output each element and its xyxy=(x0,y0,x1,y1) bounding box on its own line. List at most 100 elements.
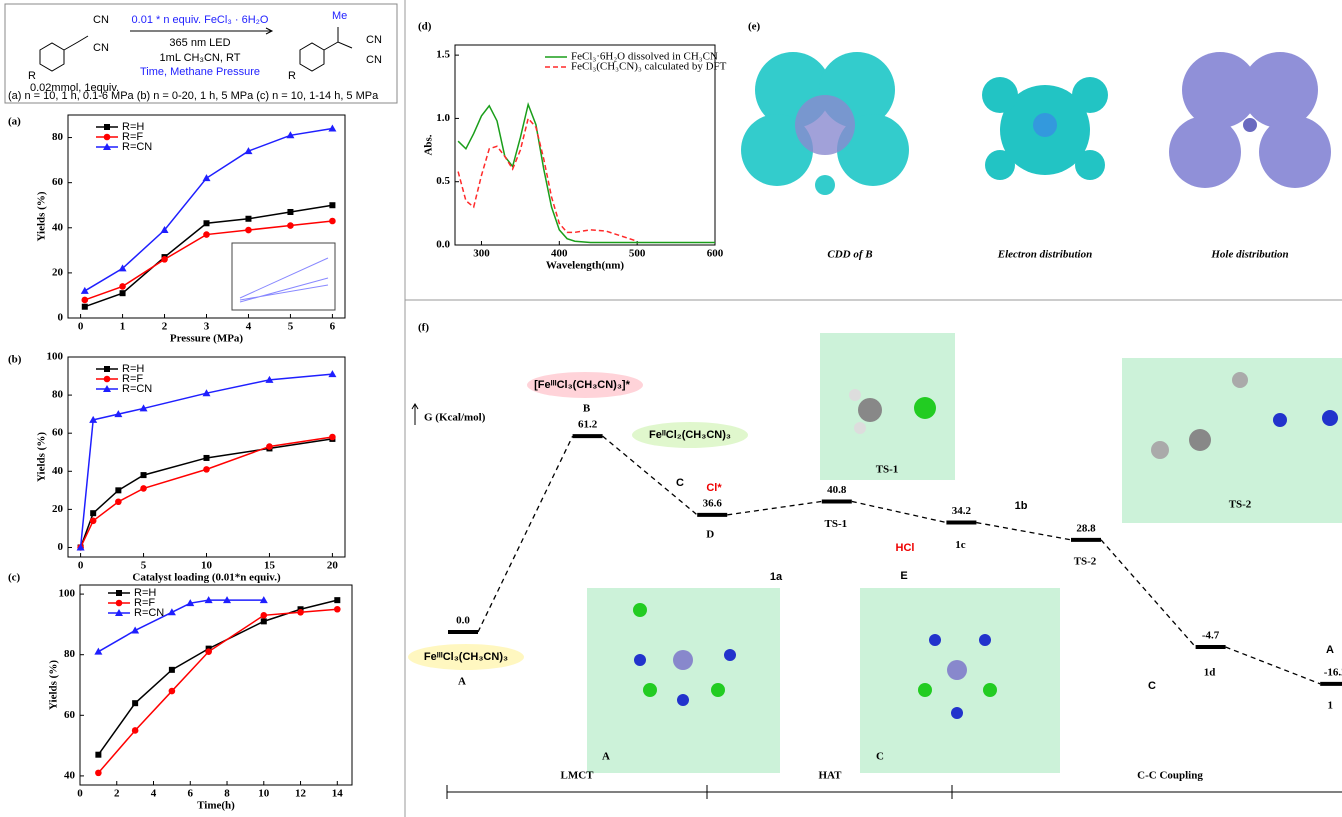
y-tick-label: 60 xyxy=(52,176,64,188)
x-tick-label: 0 xyxy=(78,560,84,572)
y-tick-label: 100 xyxy=(59,588,76,600)
x-tick-label: 6 xyxy=(188,788,194,800)
species-label: C xyxy=(676,477,684,489)
legend-label: R=CN xyxy=(122,383,152,395)
marker xyxy=(90,510,96,516)
x-tick-label: 10 xyxy=(201,560,213,572)
marker xyxy=(205,648,212,655)
structure-box xyxy=(587,588,780,773)
figure: CN CN R 0.01 * n equiv. FeCl₃ · 6H₂O 365… xyxy=(0,0,1342,817)
x-tick-label: 400 xyxy=(551,248,568,260)
species-label: FeᴵᴵᴵCl₃(CH₃CN)₃ xyxy=(424,651,508,663)
y-tick-label: 80 xyxy=(52,389,64,401)
marker xyxy=(169,667,175,673)
energy-value: -4.7 xyxy=(1202,630,1220,642)
x-axis-label: Time(h) xyxy=(197,800,235,812)
panel-label: (f) xyxy=(418,322,429,334)
level-label: A xyxy=(458,676,466,688)
legend-marker xyxy=(104,124,110,130)
y-axis-label: Yields (%) xyxy=(36,432,48,482)
marker xyxy=(334,597,340,603)
panel-label: (b) xyxy=(8,354,22,366)
marker xyxy=(90,518,97,525)
marker xyxy=(95,770,102,777)
phase-label: LMCT xyxy=(561,770,595,782)
marker xyxy=(132,700,138,706)
level-label: B xyxy=(583,403,591,415)
x-tick-label: 4 xyxy=(246,321,252,333)
species-label: 1b xyxy=(1015,500,1028,512)
legend-marker xyxy=(104,376,111,383)
y-tick-label: 80 xyxy=(64,648,76,660)
y-tick-label: 0 xyxy=(58,541,64,553)
marker xyxy=(245,216,251,222)
group-label: CN xyxy=(93,42,109,54)
x-axis-label: Catalyst loading (0.01*n equiv.) xyxy=(132,572,281,584)
marker xyxy=(132,727,139,734)
legend-label: FeCl₃(CH₃CN)₃ calculated by DFT xyxy=(571,61,727,73)
marker xyxy=(81,287,89,294)
marker xyxy=(94,648,102,655)
series-line xyxy=(458,118,637,241)
x-tick-label: 3 xyxy=(204,321,210,333)
orbital-caption: Electron distribution xyxy=(997,249,1092,261)
y-tick-label: 40 xyxy=(52,221,64,233)
condition: 1mL CH₃CN, RT xyxy=(160,52,241,64)
reactant-structure xyxy=(40,36,88,71)
marker xyxy=(266,443,273,450)
series-line xyxy=(98,600,263,652)
marker xyxy=(203,231,210,238)
marker xyxy=(328,125,336,132)
panel-label: (e) xyxy=(748,21,761,33)
marker xyxy=(329,202,335,208)
series-line xyxy=(98,609,337,773)
marker xyxy=(297,609,304,616)
marker xyxy=(287,222,294,229)
marker xyxy=(95,752,101,758)
marker xyxy=(329,218,336,225)
species-label: Cl* xyxy=(706,482,722,494)
x-axis-label: Pressure (MPa) xyxy=(170,333,244,345)
species-label: C xyxy=(1148,680,1156,692)
condition: 365 nm LED xyxy=(169,37,230,49)
marker xyxy=(81,297,88,304)
plot-frame xyxy=(455,45,715,245)
connector xyxy=(1226,647,1321,684)
phase-label: HAT xyxy=(818,770,842,782)
structure-label: C xyxy=(876,751,884,763)
orbital-caption: Hole distribution xyxy=(1210,249,1288,261)
legend-marker xyxy=(104,134,111,141)
y-tick-label: 80 xyxy=(52,131,64,143)
panel-label: (a) xyxy=(8,116,21,128)
marker xyxy=(203,174,211,181)
group-label: R xyxy=(28,70,36,82)
x-tick-label: 8 xyxy=(224,788,230,800)
marker xyxy=(115,487,121,493)
marker xyxy=(204,220,210,226)
marker xyxy=(82,304,88,310)
y-tick-label: 20 xyxy=(52,503,64,515)
marker xyxy=(245,227,252,234)
x-tick-label: 20 xyxy=(327,560,339,572)
marker xyxy=(119,283,126,290)
x-tick-label: 2 xyxy=(114,788,120,800)
marker xyxy=(169,688,176,695)
marker xyxy=(204,455,210,461)
structure-label: TS-2 xyxy=(1229,499,1252,511)
x-tick-label: 14 xyxy=(332,788,344,800)
y-tick-label: 60 xyxy=(52,427,64,439)
marker xyxy=(287,209,293,215)
group-label: CN xyxy=(366,54,382,66)
x-tick-label: 10 xyxy=(258,788,270,800)
group-label: CN xyxy=(93,14,109,26)
orbital-images xyxy=(741,52,1331,195)
y-tick-label: 0 xyxy=(58,312,64,324)
level-label: 1d xyxy=(1204,667,1216,679)
energy-value: -16.2 xyxy=(1324,666,1342,678)
reaction-scheme: CN CN R 0.01 * n equiv. FeCl₃ · 6H₂O 365… xyxy=(8,10,382,102)
marker xyxy=(168,608,176,615)
level-label: 1c xyxy=(955,539,966,551)
y-tick-label: 40 xyxy=(64,769,76,781)
x-tick-label: 2 xyxy=(162,321,168,333)
marker xyxy=(161,256,168,263)
